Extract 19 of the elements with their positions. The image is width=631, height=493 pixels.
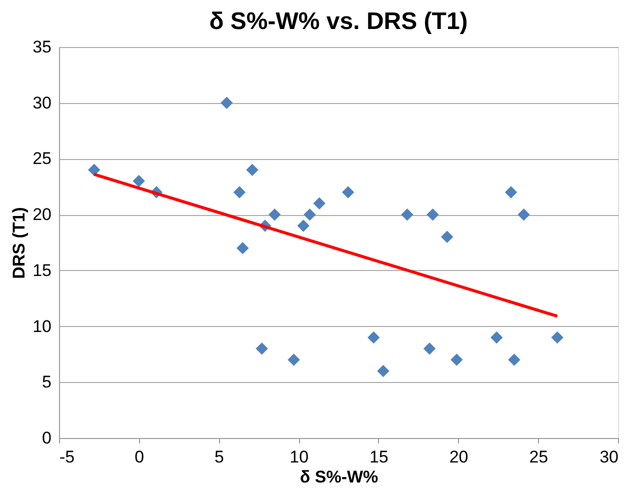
x-tick-label: 15 [369, 448, 388, 466]
x-tick-label: 25 [529, 448, 548, 466]
x-axis-title: δ S%-W% [300, 468, 378, 486]
y-tick-label: 0 [42, 428, 52, 448]
y-axis-title: DRS (T1) [10, 207, 29, 279]
x-tick-label: 30 [600, 448, 618, 466]
y-tick-label: 25 [32, 149, 52, 168]
y-tick-label: 5 [42, 372, 52, 392]
y-tick-label: 20 [32, 205, 52, 224]
x-tick-label: -5 [60, 448, 75, 466]
x-tick-label: 20 [449, 448, 468, 466]
x-tick-label: 0 [134, 448, 144, 466]
x-tick-label: 10 [290, 448, 309, 466]
x-tick-label: 5 [214, 448, 224, 466]
y-tick-label: 15 [32, 260, 52, 280]
y-tick-label: 10 [32, 316, 52, 336]
chart-title: δ S%-W% vs. DRS (T1) [209, 8, 468, 35]
y-tick-label: 30 [32, 93, 52, 112]
y-tick-label: 35 [32, 38, 52, 56]
